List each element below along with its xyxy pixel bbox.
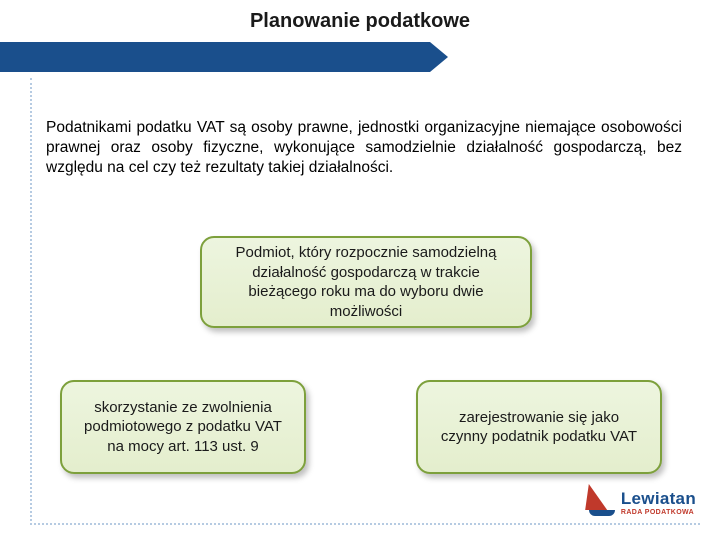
option-right-box: zarejestrowanie się jako czynny podatnik… [416,380,662,474]
option-summary-box: Podmiot, który rozpocznie samodzielną dz… [200,236,532,328]
logo-text-block: Lewiatan RADA PODATKOWA [621,490,696,516]
dotted-border-left [30,78,32,525]
header-accent-bar [0,42,430,72]
footer-logo: Lewiatan RADA PODATKOWA [587,484,696,516]
option-right-text: zarejestrowanie się jako czynny podatnik… [436,408,642,447]
option-left-text: skorzystanie ze zwolnienia podmiotowego … [80,398,286,457]
option-summary-text: Podmiot, który rozpocznie samodzielną dz… [220,243,512,321]
intro-paragraph: Podatnikami podatku VAT są osoby prawne,… [46,118,682,177]
option-left-box: skorzystanie ze zwolnienia podmiotowego … [60,380,306,474]
lewiatan-icon [587,484,619,516]
logo-main-text: Lewiatan [621,490,696,507]
slide-title: Planowanie podatkowe [0,10,720,33]
dotted-border-bottom [30,523,700,525]
logo-sub-text: RADA PODATKOWA [621,509,696,516]
